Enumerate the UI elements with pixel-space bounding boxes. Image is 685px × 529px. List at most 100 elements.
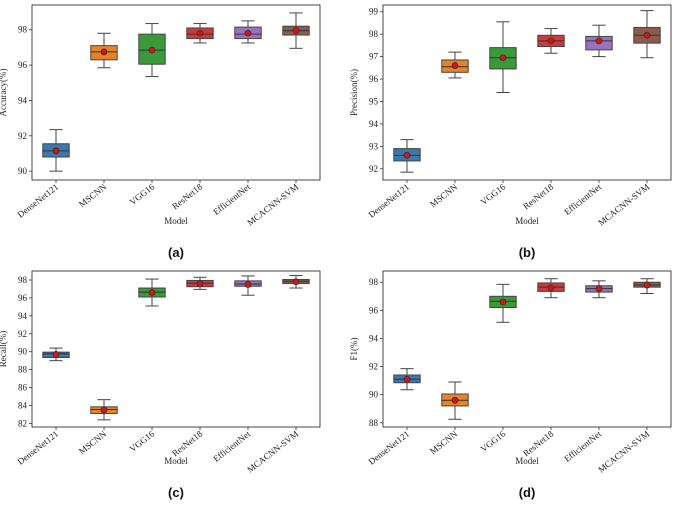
box-mscnn (441, 51, 469, 79)
chart-panel-2: 92 93 94 95 96 97 98 99 DenseNet121 MSCNN VGG16 Res… (349, 4, 672, 260)
x-tick-label: DenseNet121 (366, 182, 411, 220)
y-tick-label: 82 (18, 418, 27, 428)
y-tick-label: 96 (369, 74, 379, 84)
x-axis-label: Model (164, 216, 188, 226)
y-tick-label: 92 (369, 362, 378, 372)
box-mcacnn-svm (633, 10, 661, 59)
x-tick-label: MCACNN-SVM (245, 182, 300, 228)
mean-marker (100, 48, 108, 56)
chart-panel-3: 82 84 86 88 90 92 94 96 98 DenseNet121 MSCNN VGG16 R… (0, 270, 321, 500)
x-tick-label: DenseNet121 (15, 429, 60, 467)
mean-marker (403, 375, 411, 383)
mean-marker (451, 396, 459, 404)
box-resnet18 (186, 23, 214, 44)
mean-marker (52, 350, 60, 358)
mean-marker (547, 284, 555, 292)
y-tick-label: 92 (18, 329, 27, 339)
box-mscnn (90, 399, 118, 421)
mean-marker (547, 37, 555, 45)
mean-marker (148, 289, 156, 296)
x-tick-label: MSCNN (428, 428, 460, 456)
x-tick-label: VGG16 (128, 428, 157, 454)
x-tick-label: MSCNN (77, 428, 109, 456)
x-tick-label: EfficientNet (211, 181, 252, 216)
y-tick-label: 93 (369, 141, 379, 151)
mean-marker (292, 27, 300, 35)
box-efficientnet (234, 275, 262, 296)
mean-marker (595, 37, 603, 45)
x-tick-label: MSCNN (77, 181, 109, 209)
mean-marker (244, 29, 252, 37)
mean-marker (499, 298, 507, 306)
box-mscnn (441, 381, 469, 420)
mean-marker (451, 62, 459, 69)
y-tick-label: 96 (369, 305, 379, 315)
box-mcacnn-svm (282, 12, 310, 49)
y-tick-label: 94 (369, 119, 379, 129)
y-tick-label: 95 (369, 96, 379, 106)
y-tick-label: 90 (18, 347, 28, 357)
mean-marker (196, 29, 204, 37)
mean-marker (52, 147, 60, 155)
x-tick-label: ResNet18 (521, 181, 556, 211)
x-tick-label: DenseNet121 (366, 429, 411, 467)
y-tick-label: 88 (369, 418, 379, 428)
box-vgg16 (138, 278, 166, 307)
box-mcacnn-svm (282, 274, 310, 289)
y-tick-label: 90 (369, 390, 379, 400)
box-efficientnet (585, 24, 613, 58)
x-tick-label: DenseNet121 (15, 182, 60, 220)
y-axis-label: F1(%) (349, 338, 359, 361)
y-tick-label: 98 (369, 277, 379, 287)
panel-label: (a) (168, 245, 184, 260)
mean-marker (595, 285, 603, 292)
x-axis-label: Model (515, 216, 539, 226)
panel-label: (c) (168, 485, 184, 500)
x-tick-label: MCACNN-SVM (596, 429, 651, 475)
x-tick-label: MSCNN (428, 181, 460, 209)
y-tick-label: 96 (18, 293, 28, 303)
plot-frame (31, 270, 321, 428)
box-densenet121 (42, 347, 70, 362)
panel-label: (b) (519, 245, 536, 260)
box-resnet18 (186, 276, 214, 290)
x-tick-label: EfficientNet (211, 428, 252, 463)
x-tick-label: VGG16 (128, 181, 157, 207)
chart-panel-4: 88 90 92 94 96 98 DenseNet121 MSCNN VGG16 ResNet1… (349, 270, 672, 500)
plot-frame (31, 4, 321, 181)
y-tick-label: 92 (18, 131, 27, 141)
x-tick-label: MCACNN-SVM (245, 429, 300, 475)
y-tick-label: 90 (18, 166, 28, 176)
x-tick-label: ResNet18 (170, 181, 205, 211)
box-mscnn (90, 32, 118, 69)
y-tick-label: 88 (18, 365, 28, 375)
mean-marker (499, 54, 507, 62)
x-tick-label: EfficientNet (562, 181, 603, 216)
y-tick-label: 86 (18, 383, 28, 393)
box-mcacnn-svm (633, 278, 661, 294)
mean-marker (100, 406, 108, 414)
box-resnet18 (537, 278, 565, 299)
y-tick-label: 92 (369, 164, 378, 174)
y-axis-label: Accuracy(%) (0, 69, 8, 117)
y-tick-label: 98 (369, 29, 379, 39)
mean-marker (244, 281, 252, 288)
panel-label: (d) (519, 485, 536, 500)
plot-frame (382, 4, 672, 181)
x-tick-label: MCACNN-SVM (596, 182, 651, 228)
y-tick-label: 94 (369, 333, 379, 343)
mean-marker (196, 280, 204, 287)
y-tick-label: 94 (18, 311, 28, 321)
box-densenet121 (393, 368, 421, 391)
y-tick-label: 94 (18, 95, 28, 105)
box-efficientnet (234, 20, 262, 44)
box-resnet18 (537, 28, 565, 54)
box-densenet121 (42, 129, 70, 172)
y-tick-label: 96 (18, 60, 28, 70)
y-tick-label: 99 (369, 7, 379, 17)
mean-marker (403, 151, 411, 159)
box-efficientnet (585, 280, 613, 299)
mean-marker (643, 31, 651, 39)
x-tick-label: VGG16 (479, 428, 508, 454)
